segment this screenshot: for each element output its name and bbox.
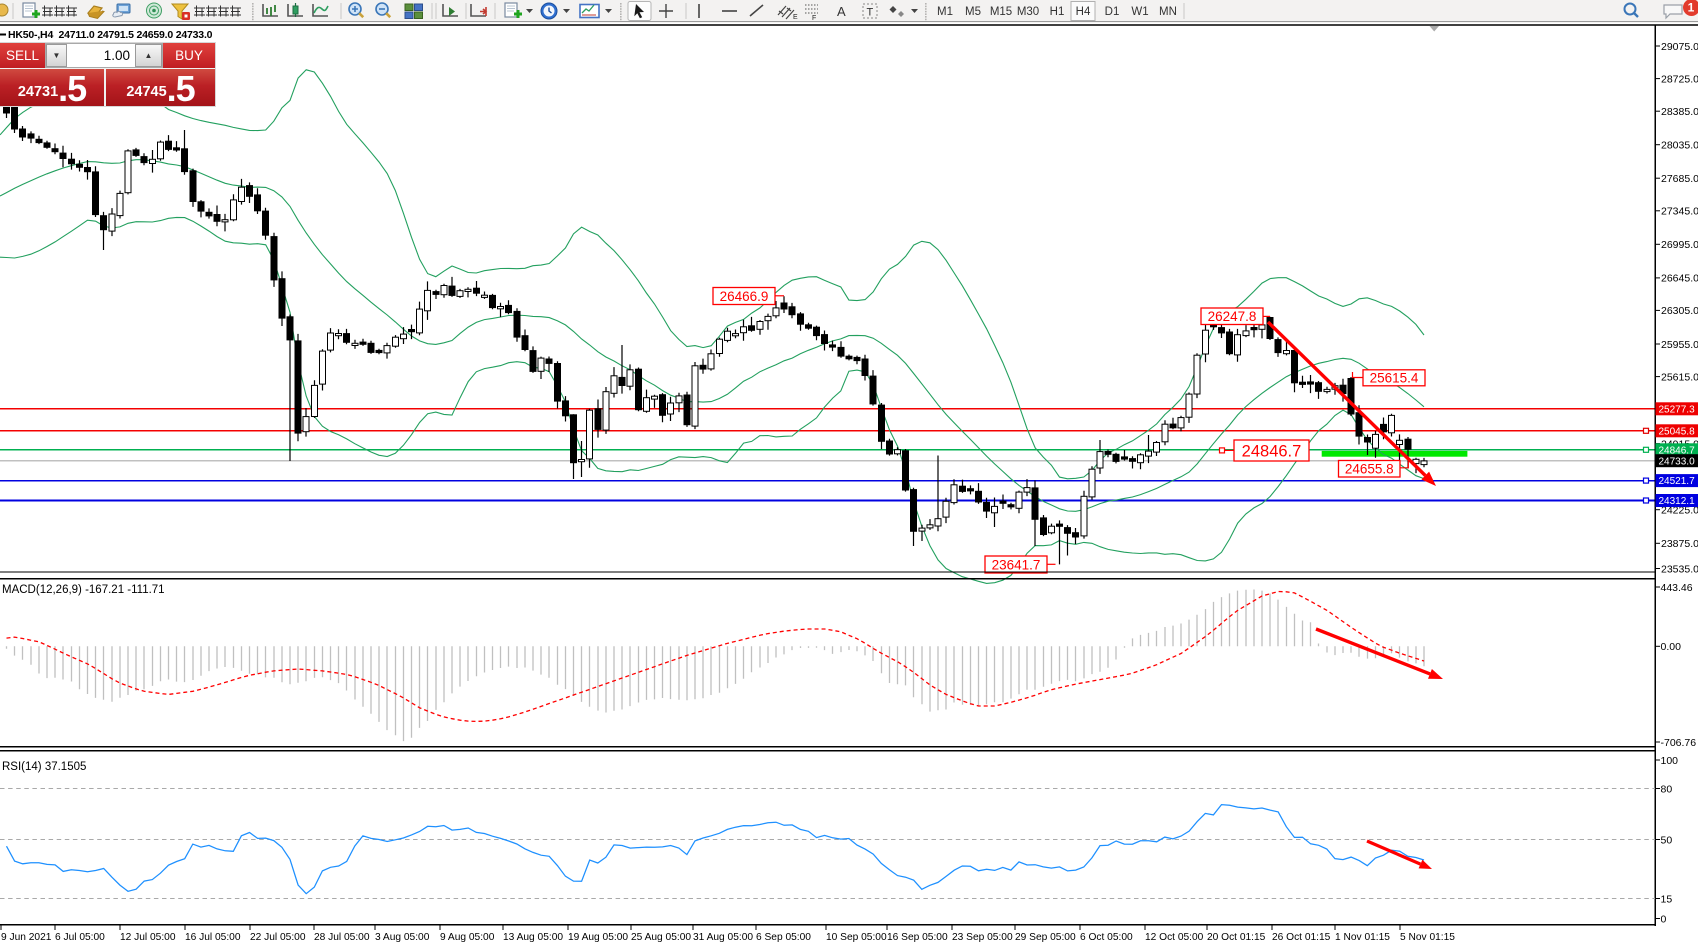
svg-text:26995.0: 26995.0	[1661, 239, 1698, 251]
svg-text:28035.0: 28035.0	[1661, 140, 1698, 152]
svg-text:22 Jul 05:00: 22 Jul 05:00	[250, 932, 306, 943]
svg-text:29075.0: 29075.0	[1661, 41, 1698, 53]
svg-text:E: E	[793, 14, 798, 21]
svg-text:100: 100	[1661, 755, 1679, 767]
svg-text:25955.0: 25955.0	[1661, 339, 1698, 351]
svg-text:1: 1	[1688, 1, 1695, 15]
svg-text:24225.0: 24225.0	[1661, 505, 1698, 517]
svg-text:27345.0: 27345.0	[1661, 206, 1698, 218]
svg-text:24846.7: 24846.7	[1242, 442, 1302, 460]
svg-text:MN: MN	[1159, 6, 1177, 18]
svg-text:31 Aug 05:00: 31 Aug 05:00	[693, 932, 753, 943]
svg-text:23 Sep 05:00: 23 Sep 05:00	[952, 932, 1013, 943]
svg-text:D1: D1	[1105, 6, 1120, 18]
svg-text:443.46: 443.46	[1661, 582, 1693, 594]
svg-text:M30: M30	[1017, 6, 1039, 18]
svg-text:26 Oct 01:15: 26 Oct 01:15	[1272, 932, 1331, 943]
svg-text:16 Sep 05:00: 16 Sep 05:00	[887, 932, 948, 943]
svg-text:1 Nov 01:15: 1 Nov 01:15	[1335, 932, 1390, 943]
svg-text:24521.7: 24521.7	[1659, 476, 1696, 487]
svg-text:23641.7: 23641.7	[992, 557, 1041, 572]
svg-text:28725.0: 28725.0	[1661, 73, 1698, 85]
svg-text:28385.0: 28385.0	[1661, 106, 1698, 118]
svg-text:RSI(14) 37.1505: RSI(14) 37.1505	[2, 761, 86, 773]
svg-text:26645.0: 26645.0	[1661, 273, 1698, 285]
svg-text:H1: H1	[1050, 6, 1065, 18]
svg-text:9 Aug 05:00: 9 Aug 05:00	[440, 932, 495, 943]
svg-text:10 Sep 05:00: 10 Sep 05:00	[826, 932, 887, 943]
svg-text:5 Nov 01:15: 5 Nov 01:15	[1400, 932, 1455, 943]
svg-text:23875.0: 23875.0	[1661, 538, 1698, 550]
svg-text:26247.8: 26247.8	[1208, 309, 1257, 324]
svg-text:24846.7: 24846.7	[1659, 445, 1696, 456]
svg-text:M5: M5	[965, 6, 981, 18]
svg-text:16 Jul 05:00: 16 Jul 05:00	[185, 932, 241, 943]
svg-text:23535.0: 23535.0	[1661, 563, 1698, 575]
svg-text:MACD(12,26,9) -167.21 -111.71: MACD(12,26,9) -167.21 -111.71	[2, 584, 165, 596]
svg-text:25277.3: 25277.3	[1659, 404, 1696, 415]
svg-text:12 Jul 05:00: 12 Jul 05:00	[120, 932, 176, 943]
svg-text:F: F	[812, 15, 816, 22]
svg-text:0.00: 0.00	[1661, 641, 1682, 653]
svg-text:HK50-,H4 24711.0 24791.5 2465: HK50-,H4 24711.0 24791.5 24659.0 24733.0	[8, 29, 213, 41]
svg-text:26466.9: 26466.9	[720, 289, 769, 304]
svg-text:25615.4: 25615.4	[1370, 371, 1419, 386]
svg-text:9 Jun 2021: 9 Jun 2021	[1, 932, 52, 943]
svg-text:W1: W1	[1131, 6, 1148, 18]
svg-text:13 Aug 05:00: 13 Aug 05:00	[503, 932, 563, 943]
svg-text:0: 0	[1661, 913, 1667, 925]
svg-text:25 Aug 05:00: 25 Aug 05:00	[631, 932, 691, 943]
svg-text:A: A	[837, 4, 846, 19]
svg-text:6 Sep 05:00: 6 Sep 05:00	[756, 932, 811, 943]
svg-text:29 Sep 05:00: 29 Sep 05:00	[1015, 932, 1076, 943]
svg-text:6 Oct 05:00: 6 Oct 05:00	[1080, 932, 1133, 943]
svg-text:27685.0: 27685.0	[1661, 173, 1698, 185]
svg-text:19 Aug 05:00: 19 Aug 05:00	[568, 932, 628, 943]
svg-text:25615.0: 25615.0	[1661, 371, 1698, 383]
svg-text:M1: M1	[937, 6, 953, 18]
svg-text:M15: M15	[990, 6, 1012, 18]
svg-text:26305.0: 26305.0	[1661, 305, 1698, 317]
svg-text:25045.8: 25045.8	[1659, 426, 1696, 437]
svg-text:80: 80	[1661, 783, 1673, 795]
svg-text:H4: H4	[1076, 6, 1091, 18]
svg-text:24733.0: 24733.0	[1659, 456, 1696, 467]
svg-text:3 Aug 05:00: 3 Aug 05:00	[375, 932, 430, 943]
svg-text:20 Oct 01:15: 20 Oct 01:15	[1207, 932, 1266, 943]
svg-text:6 Jul 05:00: 6 Jul 05:00	[55, 932, 105, 943]
svg-text:-706.76: -706.76	[1661, 737, 1697, 749]
svg-text:28 Jul 05:00: 28 Jul 05:00	[314, 932, 370, 943]
svg-text:50: 50	[1661, 834, 1673, 846]
svg-text:24312.1: 24312.1	[1659, 496, 1696, 507]
svg-text:12 Oct 05:00: 12 Oct 05:00	[1145, 932, 1204, 943]
svg-text:T: T	[867, 7, 874, 19]
svg-text:24655.8: 24655.8	[1345, 462, 1394, 477]
svg-text:15: 15	[1661, 893, 1673, 905]
